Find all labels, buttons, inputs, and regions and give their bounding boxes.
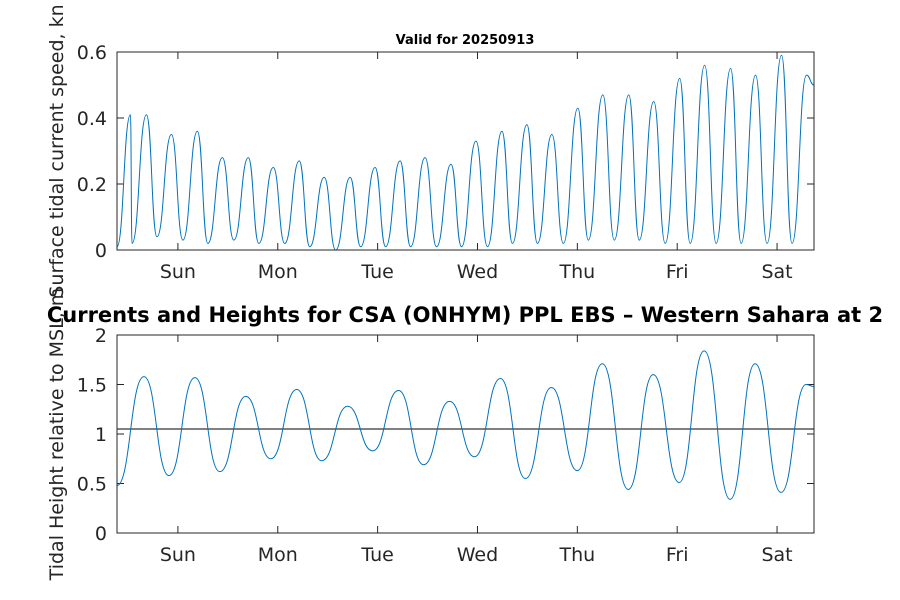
tidal-height-axes-box — [116, 334, 815, 534]
tidal-height-y-tick-label: 1 — [95, 424, 107, 446]
tidal-height-x-tick-label: Sun — [160, 544, 196, 566]
tidal-height-y-axis-label: Tidal Height relative to MSL, m — [46, 288, 68, 582]
tidal-height-x-tick-label: Thu — [558, 544, 595, 566]
tidal-height-y-tick-label: 0 — [95, 523, 107, 545]
current-speed-x-tick-label: Sun — [160, 261, 196, 283]
tidal-height-y-tick-label: 1.5 — [77, 375, 107, 397]
current-speed-x-tick-label: Wed — [457, 261, 498, 283]
tidal-height-title: Currents and Heights for CSA (ONHYM) PPL… — [47, 303, 883, 327]
tidal-height-panel: Sun Mon Tue Wed Thu Fri Sat 0 0.5 1 1.5 2 Currents … — [46, 288, 883, 582]
current-speed-plot-area — [117, 52, 814, 250]
tidal-height-x-tick-label: Fri — [666, 544, 689, 566]
current-speed-x-tick-label: Mon — [258, 261, 298, 283]
tidal-height-series-group — [116, 350, 815, 500]
current-speed-axes-box — [116, 51, 815, 251]
current-speed-x-tick-label: Tue — [360, 261, 393, 283]
current-speed-x-tick-label: Sat — [761, 261, 792, 283]
current-speed-series-line — [116, 54, 815, 251]
tidal-height-y-tick-label: 2 — [95, 325, 107, 347]
tidal-height-ticks: Sun Mon Tue Wed Thu Fri Sat 0 0.5 1 1.5 2 — [77, 325, 814, 566]
current-speed-panel: Sun Mon Tue Wed Thu Fri Sat 0 0.2 0.4 0.6 Valid fo… — [46, 4, 815, 298]
tidal-height-series-line — [116, 350, 815, 500]
current-speed-series-group — [116, 54, 815, 251]
tidal-height-y-tick-label: 0.5 — [77, 474, 107, 496]
tidal-height-x-tick-label: Wed — [457, 544, 498, 566]
current-speed-y-tick-label: 0.6 — [77, 42, 107, 64]
tidal-height-x-tick-label: Mon — [258, 544, 298, 566]
tidal-height-x-tick-label: Sat — [761, 544, 792, 566]
current-speed-x-tick-label: Thu — [558, 261, 595, 283]
tidal-height-x-tick-label: Tue — [360, 544, 393, 566]
tidal-height-plot-area — [117, 335, 814, 533]
current-speed-y-tick-label: 0 — [95, 240, 107, 262]
current-speed-y-axis-label: Surface tidal current speed, kn — [46, 4, 68, 297]
current-speed-y-tick-label: 0.2 — [77, 174, 107, 196]
current-speed-title: Valid for 20250913 — [396, 33, 535, 48]
current-speed-y-tick-label: 0.4 — [77, 108, 107, 130]
current-speed-ticks: Sun Mon Tue Wed Thu Fri Sat 0 0.2 0.4 0.6 — [77, 42, 814, 283]
current-speed-x-tick-label: Fri — [666, 261, 689, 283]
